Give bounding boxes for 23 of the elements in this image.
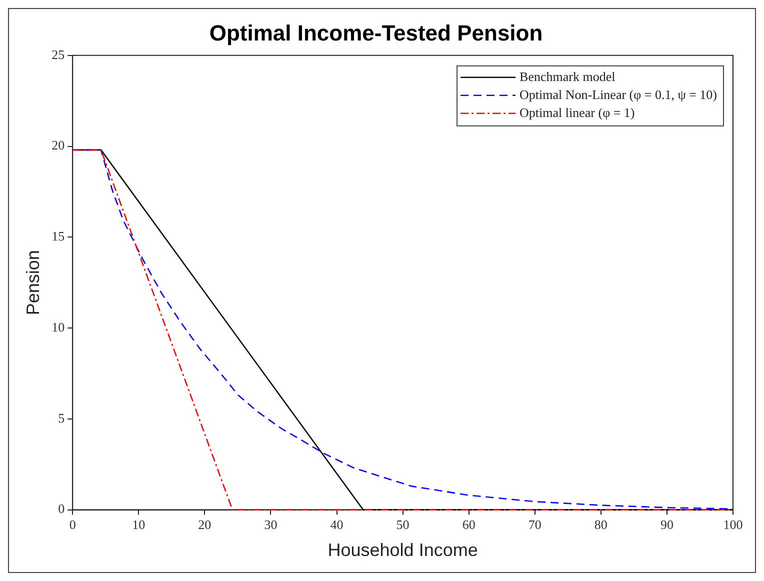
x-tick-label: 70 xyxy=(528,517,542,532)
y-tick-label: 15 xyxy=(52,228,65,244)
x-tick-label: 90 xyxy=(660,517,674,532)
x-tick-label: 20 xyxy=(198,517,212,532)
y-tick-label: 0 xyxy=(58,501,65,516)
x-tick-label: 30 xyxy=(264,517,278,532)
x-tick-label: 60 xyxy=(462,517,476,532)
legend-label: Optimal Non-Linear (φ = 0.1, ψ = 10) xyxy=(520,86,718,102)
chart-title: Optimal Income-Tested Pension xyxy=(209,20,543,46)
x-tick-label: 10 xyxy=(132,517,146,532)
x-tick-label: 100 xyxy=(723,517,743,532)
x-tick-label: 40 xyxy=(330,517,344,532)
x-tick-label: 0 xyxy=(69,517,76,532)
x-axis-title: Household Income xyxy=(328,540,478,560)
y-tick-label: 20 xyxy=(52,138,65,153)
legend-label: Benchmark model xyxy=(520,68,616,84)
x-tick-label: 80 xyxy=(594,517,608,532)
y-tick-label: 5 xyxy=(58,410,65,426)
y-axis-title: Pension xyxy=(22,250,43,316)
x-tick-label: 50 xyxy=(396,517,410,532)
y-tick-label: 10 xyxy=(52,319,65,334)
legend-label: Optimal linear (φ = 1) xyxy=(520,104,635,120)
y-tick-label: 25 xyxy=(52,46,65,62)
